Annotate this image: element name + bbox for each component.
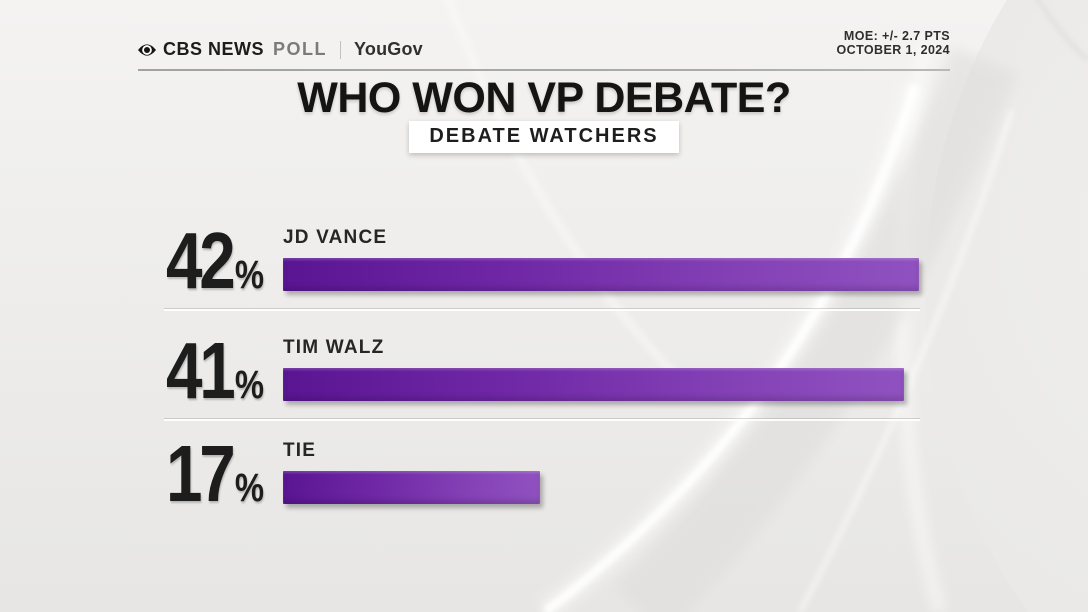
brand-cbs-news: CBS NEWS: [163, 39, 265, 59]
audience-badge-wrap: DEBATE WATCHERS: [0, 121, 1088, 153]
brand-yougov: YouGov: [354, 39, 423, 59]
poll-metadata: MOE: +/- 2.7 PTS OCTOBER 1, 2024: [837, 29, 950, 57]
audience-badge: DEBATE WATCHERS: [409, 121, 679, 153]
page-title: WHO WON VP DEBATE?: [297, 74, 791, 122]
bar-value: 42 %: [166, 221, 264, 301]
bar: [283, 471, 541, 504]
percent-sign: %: [234, 466, 265, 510]
bar-row-jd-vance: 42 % JD VANCE: [0, 221, 1088, 301]
row-divider: [164, 419, 920, 421]
bar: [283, 368, 904, 401]
bar-label: TIM WALZ: [283, 337, 385, 358]
percent-sign: %: [234, 253, 265, 297]
bar-row-tie: 17 % TIE: [0, 434, 1088, 514]
brand-divider: [340, 40, 342, 59]
bar-value: 41 %: [166, 331, 264, 411]
bar-label: TIE: [283, 440, 317, 461]
brand-logo: CBS NEWS POLL YouGov: [138, 39, 423, 60]
date-note: OCTOBER 1, 2024: [836, 43, 950, 57]
moe-note: MOE: +/- 2.7 PTS: [843, 29, 950, 43]
brand-poll: POLL: [273, 39, 328, 59]
value-digits: 42: [166, 216, 236, 305]
bar-value: 17 %: [166, 434, 264, 514]
cbs-eye-icon: [138, 43, 156, 56]
bar-label: JD VANCE: [283, 227, 388, 248]
row-divider: [164, 309, 920, 311]
percent-sign: %: [234, 363, 265, 407]
value-digits: 41: [166, 326, 236, 415]
header-rule: [138, 69, 950, 71]
bar: [283, 258, 919, 291]
bar-row-tim-walz: 41 % TIM WALZ: [0, 331, 1088, 411]
value-digits: 17: [166, 429, 236, 518]
